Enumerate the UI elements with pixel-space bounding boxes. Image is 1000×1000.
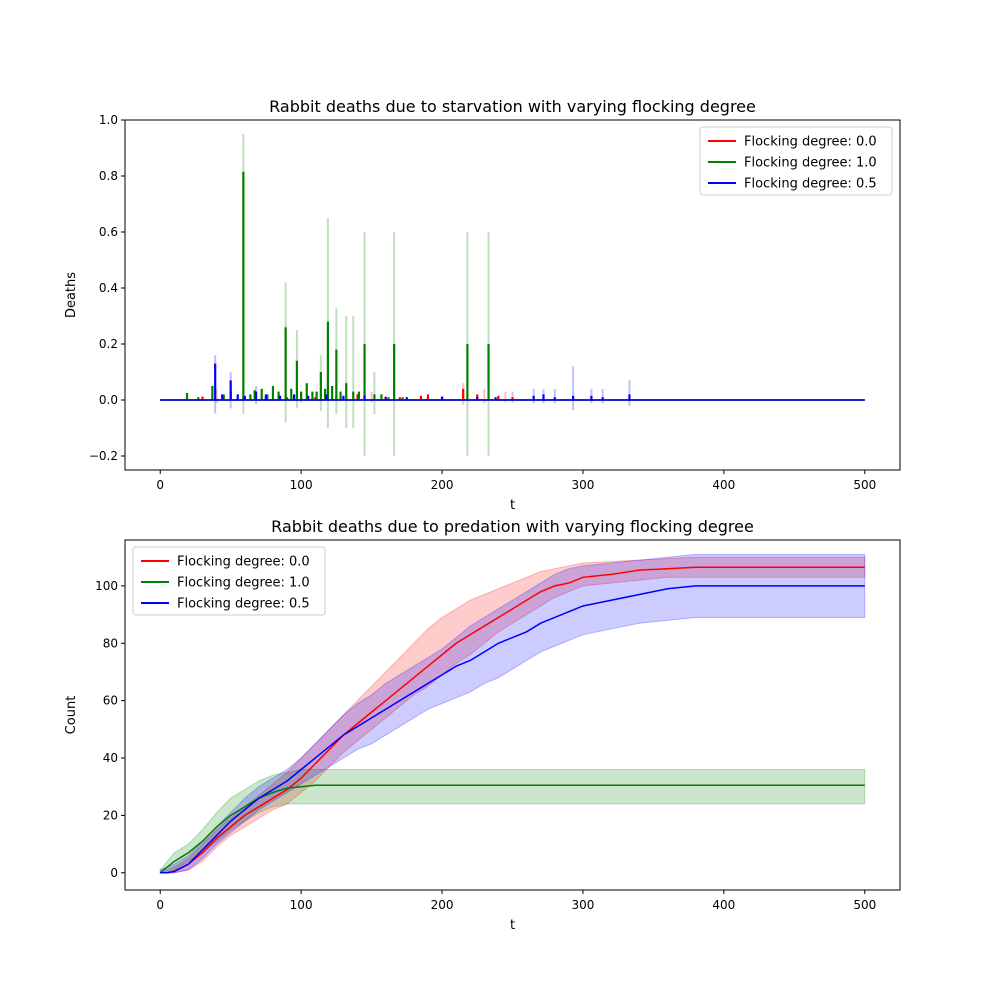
band-spike-0-5	[504, 391, 507, 403]
x-tick-label: 500	[853, 898, 876, 912]
y-tick-label: −0.2	[89, 449, 118, 463]
y-tick-label: 0.0	[99, 393, 118, 407]
legend-label-2: Flocking degree: 0.5	[177, 597, 310, 612]
y-tick-label: 100	[95, 579, 118, 593]
y-tick-label: 0.2	[99, 337, 118, 351]
axes-frame	[124, 539, 901, 891]
series-line-0	[160, 566, 865, 874]
legend: Flocking degree: 0.0 Flocking degree: 1.0…	[132, 546, 326, 616]
plot-area	[160, 134, 865, 456]
legend-label-1: Flocking degree: 1.0	[177, 576, 310, 591]
x-axis-label: t	[510, 498, 515, 513]
band-spike-2-3	[511, 391, 514, 403]
y-tick-label: 40	[103, 751, 118, 765]
y-tick-label: 20	[103, 808, 118, 822]
y-tick-label: 80	[103, 636, 118, 650]
x-tick-label: 400	[712, 898, 735, 912]
band-spike-0-4	[483, 388, 486, 404]
chart-title: Rabbit deaths due to predation with vary…	[271, 517, 754, 536]
band-spike-2-7	[572, 366, 575, 411]
legend-label-0: Flocking degree: 0.0	[177, 555, 310, 570]
x-tick-label: 400	[712, 478, 735, 492]
y-tick-label: 0.4	[99, 281, 118, 295]
x-tick-label: 100	[290, 478, 313, 492]
x-tick-label: 0	[156, 478, 164, 492]
y-tick-label: 1.0	[99, 113, 118, 127]
legend-label-0: Flocking degree: 0.0	[744, 135, 877, 150]
plot-area	[159, 553, 866, 874]
axes-frame	[124, 119, 901, 471]
band-spike-2-9	[601, 388, 604, 404]
predation-chart: 0 100 200 300 400 500 0 20 40 60 80 100 Rabbit death…	[64, 517, 901, 933]
x-axis-label: t	[510, 918, 515, 933]
band-spike-1-9	[373, 372, 376, 414]
x-tick-label: 100	[290, 898, 313, 912]
x-tick-label: 500	[853, 478, 876, 492]
legend-box	[132, 546, 326, 616]
legend-label-1: Flocking degree: 1.0	[744, 156, 877, 171]
x-tick-label: 0	[156, 898, 164, 912]
series-line-2	[160, 585, 865, 874]
band-spike-0-2	[370, 391, 373, 403]
y-tick-label: 0.6	[99, 225, 118, 239]
x-tick-label: 300	[572, 478, 595, 492]
band-spike-2-6	[553, 388, 556, 404]
y-axis-label: Count	[64, 696, 79, 735]
x-tick-label: 300	[572, 898, 595, 912]
legend-box	[699, 126, 893, 196]
y-tick-label: 0	[110, 866, 118, 880]
chart-title: Rabbit deaths due to starvation with var…	[269, 97, 756, 116]
series-line-1	[159, 784, 865, 874]
band-spike-1-6	[345, 316, 348, 428]
x-tick-label: 200	[431, 898, 454, 912]
series-2-line-group	[160, 363, 865, 401]
band-spike-0-0	[215, 388, 218, 404]
starvation-chart: 0 100 200 300 400 500 −0.2 0.0 0.2 0.4 0.6 0.8 1.0 Ra…	[64, 97, 901, 513]
x-tick-label: 200	[431, 478, 454, 492]
band-spike-2-10	[628, 380, 631, 406]
y-tick-label: 60	[103, 694, 118, 708]
y-axis-label: Deaths	[64, 272, 79, 318]
legend-label-2: Flocking degree: 0.5	[744, 177, 877, 192]
y-tick-label: 0.8	[99, 169, 118, 183]
band-spike-1-7	[352, 316, 355, 428]
legend: Flocking degree: 0.0 Flocking degree: 1.0…	[699, 126, 893, 196]
